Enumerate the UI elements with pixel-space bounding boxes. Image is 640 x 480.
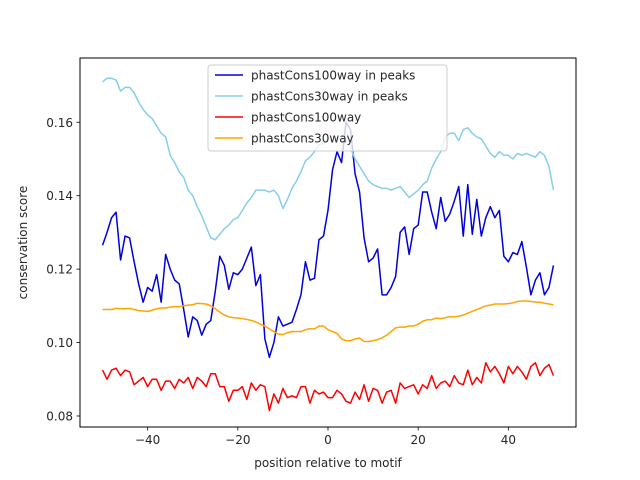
y-tick-label: 0.10 bbox=[46, 336, 73, 350]
legend-label-1: phastCons100way in peaks bbox=[251, 69, 415, 83]
legend-label-3: phastCons100way bbox=[251, 111, 361, 125]
y-tick-label: 0.14 bbox=[46, 189, 73, 203]
x-tick-label: 40 bbox=[501, 433, 516, 447]
x-tick-label: −20 bbox=[225, 433, 250, 447]
x-tick-label: 0 bbox=[324, 433, 332, 447]
x-axis-ticks: −40 −20 0 20 40 bbox=[135, 427, 516, 447]
legend-box bbox=[207, 64, 448, 152]
series-line-3 bbox=[101, 362, 555, 412]
y-tick-label: 0.08 bbox=[46, 409, 73, 423]
series-line-1 bbox=[101, 121, 555, 358]
x-axis-label: position relative to motif bbox=[254, 456, 402, 470]
legend: phastCons100way in peaks phastCons30way i… bbox=[207, 64, 448, 152]
legend-label-2: phastCons30way in peaks bbox=[251, 90, 408, 104]
legend-label-4: phastCons30way bbox=[251, 132, 354, 146]
y-tick-label: 0.16 bbox=[46, 116, 73, 130]
y-axis-ticks: 0.08 0.10 0.12 0.14 0.16 bbox=[46, 116, 80, 423]
y-tick-label: 0.12 bbox=[46, 263, 73, 277]
x-tick-label: 20 bbox=[411, 433, 426, 447]
series-line-4 bbox=[102, 300, 554, 343]
y-axis-label: conservation score bbox=[16, 186, 30, 300]
x-tick-label: −40 bbox=[135, 433, 160, 447]
